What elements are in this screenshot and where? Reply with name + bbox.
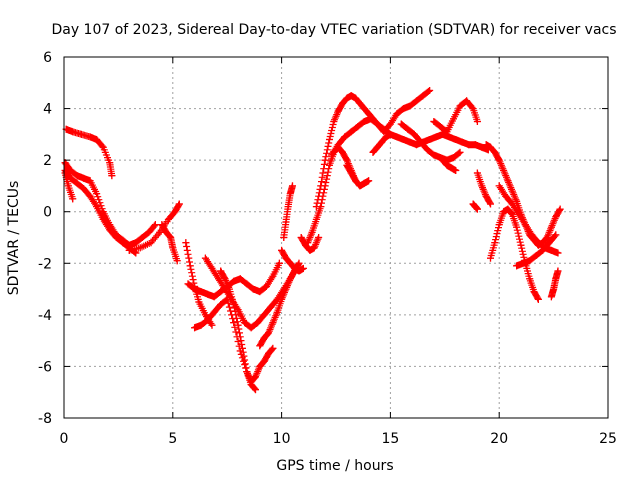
series-track-b	[61, 159, 159, 249]
series-track-x	[473, 169, 494, 208]
series-track-d	[62, 125, 116, 180]
grid-lines	[64, 57, 608, 418]
data-point-trail	[473, 169, 494, 208]
data-point-trail	[278, 246, 307, 275]
x-tick-label: 0	[60, 431, 69, 447]
x-tick-label: 15	[381, 431, 399, 447]
series-track-l	[256, 259, 303, 350]
series-track-z	[482, 141, 564, 249]
y-tick-label: 2	[43, 153, 52, 169]
data-point-trail	[158, 221, 181, 265]
data-point-trail	[487, 205, 542, 303]
data-point-trail	[62, 125, 116, 180]
plot-frame	[63, 56, 609, 419]
data-point-trail	[217, 267, 277, 386]
series-track-ab	[495, 182, 562, 257]
series-track-t	[369, 130, 394, 156]
x-tick-label: 20	[490, 431, 508, 447]
series-track-ad	[547, 267, 562, 301]
x-tick-label: 25	[599, 431, 617, 447]
data-point-trail	[369, 130, 394, 156]
y-tick-label: -6	[38, 359, 52, 375]
data-point-trail	[482, 141, 564, 249]
data-point-trail	[495, 182, 562, 257]
chart-title: Day 107 of 2023, Sidereal Day-to-day VTE…	[51, 22, 616, 38]
y-axis-label: SDTVAR / TECUs	[6, 181, 22, 296]
x-tick-label: 5	[168, 431, 177, 447]
axis-ticks: 0 5 10 15 20 25 -8 -6 -4 -2 0 2 4 6	[38, 50, 617, 447]
data-point-trail	[439, 156, 460, 174]
data-point-trail	[297, 234, 323, 254]
series-track-n	[280, 182, 296, 241]
series-track-y	[469, 200, 481, 213]
data-point-trail	[328, 115, 492, 159]
y-tick-label: -2	[38, 256, 52, 272]
y-tick-label: 4	[43, 102, 52, 118]
data-point-trail	[61, 159, 159, 249]
data-point-trail	[304, 143, 360, 247]
series-track-ac	[513, 231, 560, 270]
series-track-h	[184, 259, 283, 301]
data-point-trail	[397, 120, 464, 164]
series-track-u	[397, 120, 464, 164]
series-track-p	[304, 143, 360, 247]
data-point-trail	[430, 97, 481, 136]
data-point-trail	[513, 231, 560, 270]
data-points	[61, 87, 564, 394]
data-point-trail	[469, 200, 481, 213]
data-point-trail	[343, 161, 373, 190]
series-track-s	[343, 161, 373, 190]
series-track-v	[430, 97, 481, 136]
series-track-r	[328, 115, 492, 159]
y-tick-label: -8	[38, 411, 52, 427]
series-track-m	[278, 246, 307, 275]
y-tick-label: 6	[43, 50, 52, 66]
y-tick-label: -4	[38, 308, 52, 324]
data-point-trail	[61, 169, 77, 203]
series-track-c	[61, 169, 77, 203]
data-point-trail	[256, 259, 303, 350]
series-track-k	[217, 267, 277, 386]
x-tick-label: 10	[273, 431, 291, 447]
x-axis-label: GPS time / hours	[276, 458, 393, 474]
series-track-w	[439, 156, 460, 174]
data-point-trail	[547, 267, 562, 301]
data-point-trail	[280, 182, 296, 241]
series-track-f	[158, 221, 181, 265]
series-track-o	[297, 234, 323, 254]
y-tick-label: 0	[43, 205, 52, 221]
